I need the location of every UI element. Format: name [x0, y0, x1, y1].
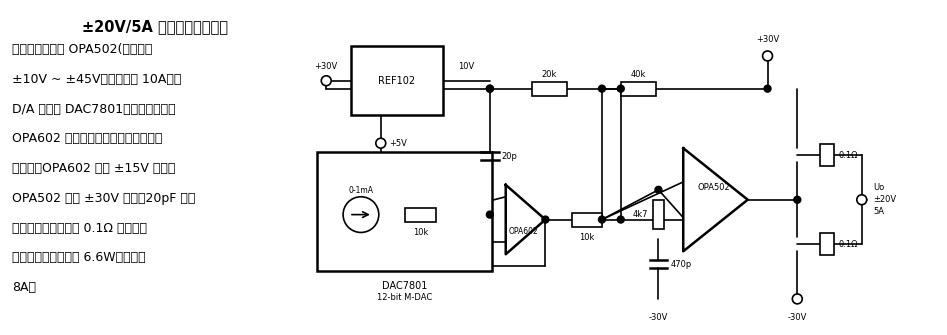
Circle shape: [487, 85, 493, 92]
Circle shape: [321, 76, 331, 86]
Bar: [351, 46, 443, 116]
Text: DAC7801: DAC7801: [382, 281, 427, 291]
Text: +30V: +30V: [314, 62, 338, 71]
Text: OPA602 等，可以组成精密数控直流稳: OPA602 等，可以组成精密数控直流稳: [12, 132, 162, 145]
Circle shape: [343, 197, 379, 232]
Circle shape: [617, 216, 624, 223]
Text: -30V: -30V: [649, 313, 669, 322]
Circle shape: [617, 85, 624, 92]
Circle shape: [376, 138, 385, 148]
Text: +30V: +30V: [756, 35, 779, 44]
Text: ±20V/5A 数控直流稳压电源: ±20V/5A 数控直流稳压电源: [81, 19, 227, 34]
Circle shape: [487, 211, 493, 218]
Bar: [532, 82, 566, 95]
Circle shape: [762, 51, 773, 61]
Text: OPA502: OPA502: [697, 183, 730, 192]
Text: OPA502 采用 ±30V 供电。20pF 电容: OPA502 采用 ±30V 供电。20pF 电容: [12, 192, 195, 205]
Bar: [404, 208, 437, 221]
Text: 防止高频自激，两个 0.1Ω 电阻是限: 防止高频自激，两个 0.1Ω 电阻是限: [12, 221, 147, 234]
Text: 40k: 40k: [631, 70, 646, 79]
Text: 流电阻，功耗应大于 6.6W，限流值: 流电阻，功耗应大于 6.6W，限流值: [12, 251, 146, 264]
Circle shape: [487, 85, 493, 92]
Text: 10V: 10V: [458, 62, 474, 71]
Bar: [820, 144, 834, 166]
Bar: [621, 82, 656, 95]
Text: OPA602: OPA602: [509, 227, 539, 236]
Text: REF102: REF102: [378, 76, 415, 86]
Text: 5A: 5A: [874, 207, 884, 216]
Text: 8A。: 8A。: [12, 281, 36, 294]
Text: ±20V: ±20V: [874, 195, 897, 204]
Text: 12-bit M-DAC: 12-bit M-DAC: [377, 293, 432, 302]
Text: 0.1Ω: 0.1Ω: [839, 151, 858, 159]
Text: 470p: 470p: [670, 260, 691, 269]
Circle shape: [542, 216, 549, 223]
Circle shape: [655, 186, 662, 193]
Bar: [572, 213, 602, 226]
Text: +5V: +5V: [388, 139, 406, 148]
Bar: [652, 200, 665, 229]
Circle shape: [764, 85, 771, 92]
Text: -30V: -30V: [788, 313, 807, 322]
Text: 20p: 20p: [502, 152, 518, 160]
Text: 0.1Ω: 0.1Ω: [839, 240, 858, 249]
Circle shape: [857, 195, 867, 205]
Circle shape: [599, 216, 605, 223]
Circle shape: [794, 196, 801, 203]
Text: 利用大功率运放 OPA502(电源电压: 利用大功率运放 OPA502(电源电压: [12, 43, 152, 56]
Text: 0-1mA: 0-1mA: [348, 186, 373, 195]
Circle shape: [793, 294, 802, 304]
Text: 4k7: 4k7: [633, 210, 649, 219]
Bar: [820, 233, 834, 255]
Bar: [317, 152, 491, 271]
Circle shape: [599, 85, 605, 92]
Text: Uo: Uo: [874, 183, 884, 192]
Text: 20k: 20k: [542, 70, 557, 79]
Text: 压电源。OPA602 采用 ±15V 供电，: 压电源。OPA602 采用 ±15V 供电，: [12, 162, 175, 175]
Text: D/A 转换器 DAC7801、高速精密运放: D/A 转换器 DAC7801、高速精密运放: [12, 103, 175, 116]
Text: 10k: 10k: [413, 228, 428, 238]
Text: ±10V ~ ±45V、输出电流 10A）与: ±10V ~ ±45V、输出电流 10A）与: [12, 73, 181, 86]
Text: 10k: 10k: [580, 233, 595, 243]
